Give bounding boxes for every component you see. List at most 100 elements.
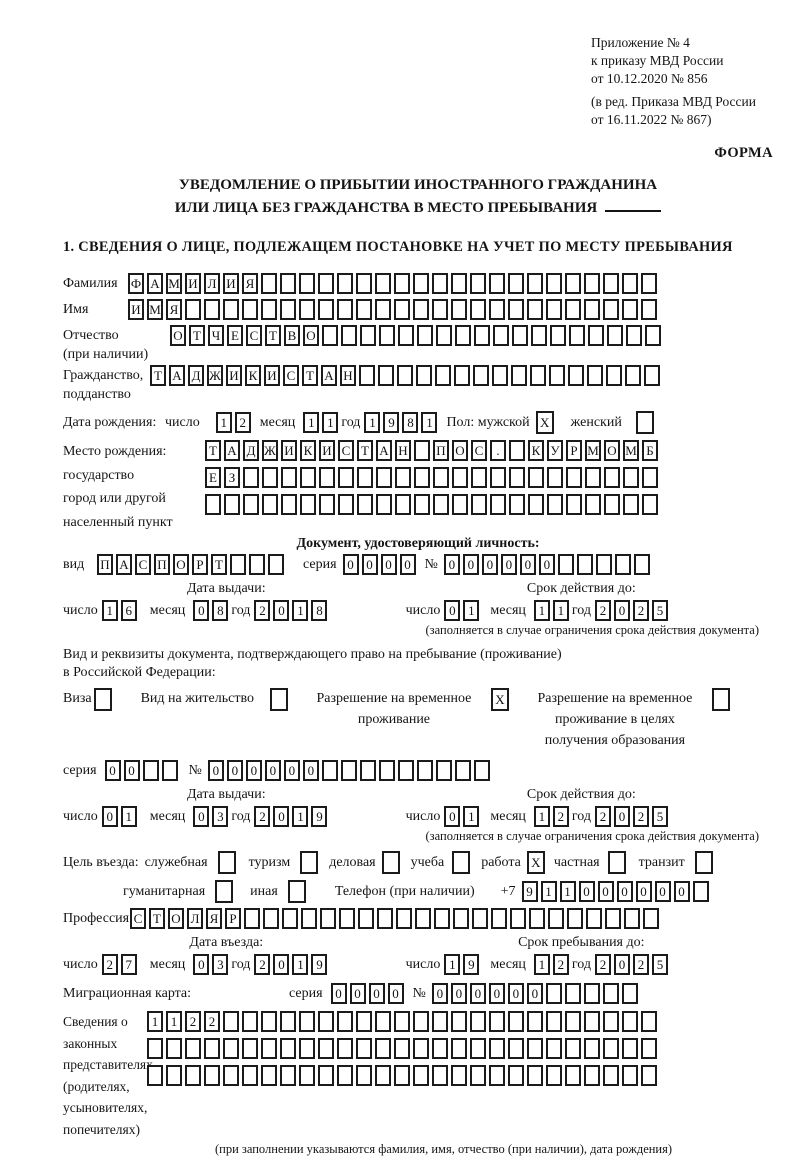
- form-cell[interactable]: [622, 273, 638, 295]
- form-cell[interactable]: О: [604, 440, 620, 462]
- form-cell[interactable]: 1: [364, 412, 381, 434]
- form-cell[interactable]: [642, 494, 658, 516]
- form-cell[interactable]: 1: [101, 600, 118, 622]
- form-cell[interactable]: 9: [521, 881, 538, 903]
- form-cell[interactable]: 1: [215, 412, 232, 434]
- form-cell[interactable]: [281, 467, 297, 489]
- form-cell[interactable]: [641, 273, 657, 295]
- form-cell[interactable]: 1: [292, 954, 309, 976]
- form-cell[interactable]: Т: [149, 908, 165, 930]
- form-cell[interactable]: [454, 760, 471, 782]
- form-cell[interactable]: Е: [205, 467, 221, 489]
- form-cell[interactable]: 1: [322, 412, 339, 434]
- form-cell[interactable]: [604, 467, 620, 489]
- form-cell[interactable]: [641, 299, 657, 321]
- form-cell[interactable]: И: [319, 440, 335, 462]
- form-cell[interactable]: [185, 1065, 201, 1087]
- form-cell[interactable]: [318, 273, 334, 295]
- form-cell[interactable]: 0: [507, 983, 524, 1005]
- form-cell[interactable]: Б: [642, 440, 658, 462]
- form-cell[interactable]: [413, 299, 429, 321]
- form-cell[interactable]: [546, 1065, 562, 1087]
- form-cell[interactable]: [588, 325, 604, 347]
- form-cell[interactable]: 0: [462, 554, 479, 576]
- form-cell[interactable]: Ч: [208, 325, 224, 347]
- form-cell[interactable]: 1: [147, 1011, 163, 1033]
- purpose-tourism-checkbox[interactable]: [300, 851, 319, 875]
- form-cell[interactable]: [491, 908, 507, 930]
- form-cell[interactable]: Р: [566, 440, 582, 462]
- form-cell[interactable]: [413, 1065, 429, 1087]
- form-cell[interactable]: [434, 908, 450, 930]
- form-cell[interactable]: [318, 299, 334, 321]
- form-cell[interactable]: [340, 760, 357, 782]
- form-cell[interactable]: А: [116, 554, 132, 576]
- form-cell[interactable]: 1: [463, 806, 480, 828]
- form-cell[interactable]: 0: [488, 983, 505, 1005]
- form-cell[interactable]: И: [226, 365, 242, 387]
- form-cell[interactable]: [223, 1065, 239, 1087]
- form-cell[interactable]: [394, 299, 410, 321]
- form-cell[interactable]: [432, 1011, 448, 1033]
- form-cell[interactable]: [281, 494, 297, 516]
- form-cell[interactable]: [375, 273, 391, 295]
- form-cell[interactable]: [166, 1065, 182, 1087]
- form-cell[interactable]: [299, 1011, 315, 1033]
- form-cell[interactable]: [413, 1011, 429, 1033]
- form-cell[interactable]: 5: [652, 954, 669, 976]
- form-cell[interactable]: [394, 1065, 410, 1087]
- form-cell[interactable]: [358, 908, 374, 930]
- form-cell[interactable]: 0: [123, 760, 140, 782]
- form-cell[interactable]: 5: [652, 806, 669, 828]
- form-cell[interactable]: С: [130, 908, 146, 930]
- form-cell[interactable]: [378, 365, 394, 387]
- form-cell[interactable]: 2: [552, 806, 569, 828]
- form-cell[interactable]: [223, 1038, 239, 1060]
- form-cell[interactable]: Т: [265, 325, 281, 347]
- form-cell[interactable]: [378, 760, 395, 782]
- form-cell[interactable]: [489, 299, 505, 321]
- form-cell[interactable]: [595, 554, 612, 576]
- form-cell[interactable]: И: [128, 299, 144, 321]
- form-cell[interactable]: [261, 1065, 277, 1087]
- purpose-humanitarian-checkbox[interactable]: [215, 880, 234, 904]
- form-cell[interactable]: [623, 494, 639, 516]
- form-cell[interactable]: [508, 1065, 524, 1087]
- form-cell[interactable]: [509, 494, 525, 516]
- form-cell[interactable]: [490, 494, 506, 516]
- form-cell[interactable]: [242, 299, 258, 321]
- form-cell[interactable]: [527, 1065, 543, 1087]
- form-cell[interactable]: [566, 494, 582, 516]
- form-cell[interactable]: [319, 467, 335, 489]
- form-cell[interactable]: [643, 908, 659, 930]
- form-cell[interactable]: [470, 273, 486, 295]
- form-cell[interactable]: [490, 467, 506, 489]
- form-cell[interactable]: 1: [303, 412, 320, 434]
- form-cell[interactable]: 0: [450, 983, 467, 1005]
- form-cell[interactable]: 0: [361, 554, 378, 576]
- form-cell[interactable]: [566, 467, 582, 489]
- form-cell[interactable]: [622, 1065, 638, 1087]
- form-cell[interactable]: [470, 1038, 486, 1060]
- form-cell[interactable]: [356, 273, 372, 295]
- form-cell[interactable]: [375, 1038, 391, 1060]
- form-cell[interactable]: 1: [540, 881, 557, 903]
- form-cell[interactable]: [470, 1065, 486, 1087]
- form-cell[interactable]: А: [224, 440, 240, 462]
- form-cell[interactable]: [262, 494, 278, 516]
- form-cell[interactable]: [587, 365, 603, 387]
- form-cell[interactable]: 2: [234, 412, 251, 434]
- form-cell[interactable]: [454, 365, 470, 387]
- form-cell[interactable]: [510, 908, 526, 930]
- form-cell[interactable]: К: [528, 440, 544, 462]
- temp-permit-checkbox[interactable]: X: [490, 688, 509, 712]
- form-cell[interactable]: 0: [597, 881, 614, 903]
- form-cell[interactable]: 2: [254, 954, 271, 976]
- form-cell[interactable]: [223, 1011, 239, 1033]
- form-cell[interactable]: [261, 1011, 277, 1033]
- purpose-other-checkbox[interactable]: [287, 880, 306, 904]
- form-cell[interactable]: 0: [469, 983, 486, 1005]
- form-cell[interactable]: [557, 554, 574, 576]
- form-cell[interactable]: [356, 299, 372, 321]
- form-cell[interactable]: Н: [340, 365, 356, 387]
